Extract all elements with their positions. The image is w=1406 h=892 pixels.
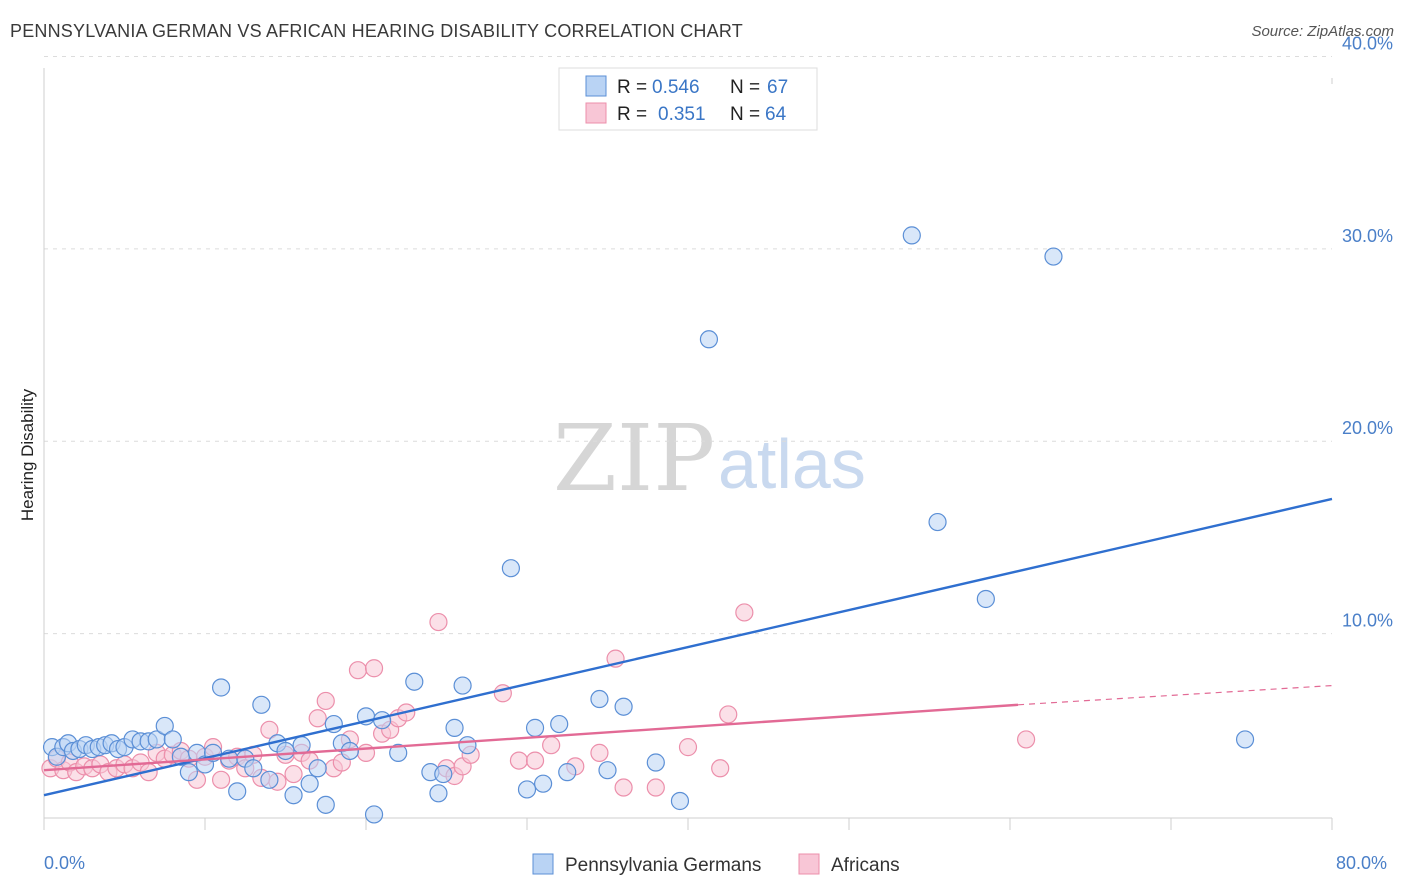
data-point: [260, 720, 279, 739]
chart-title: PENNSYLVANIA GERMAN VS AFRICAN HEARING D…: [10, 21, 743, 41]
data-point: [252, 695, 271, 714]
stats-r-label-2: R =: [617, 104, 647, 125]
y-tick-labels: 10.0% 20.0% 30.0% 40.0%: [1342, 33, 1393, 630]
data-point: [670, 791, 690, 811]
data-point: [646, 753, 665, 772]
trend-lines: [43, 497, 1333, 797]
stats-r-value-2: 0.351: [658, 104, 706, 125]
data-point: [316, 795, 335, 814]
data-point: [501, 559, 520, 578]
data-point: [458, 736, 477, 755]
data-point: [614, 778, 633, 797]
x-tick-label-min: 0.0%: [44, 853, 85, 873]
stats-r-value-1: 0.546: [652, 77, 700, 98]
legend-swatch-africans: [798, 853, 820, 875]
legend-swatch-pennsylvania-germans: [532, 853, 554, 875]
data-point: [509, 751, 529, 770]
data-point: [902, 226, 921, 245]
data-point: [590, 743, 609, 762]
data-point: [1044, 247, 1063, 266]
data-point: [646, 778, 665, 797]
data-point: [163, 730, 182, 749]
legend: Pennsylvania Germans Africans: [532, 853, 900, 876]
y-tick-label: 20.0%: [1342, 418, 1393, 438]
data-point: [260, 770, 279, 789]
y-tick-label: 40.0%: [1342, 33, 1393, 53]
trend-line-africans-extension: [1018, 684, 1333, 706]
data-point: [678, 738, 698, 757]
series-africans-points: [41, 603, 1036, 797]
data-point: [356, 743, 376, 762]
data-point: [735, 603, 754, 622]
data-point: [284, 786, 303, 805]
data-point: [445, 718, 464, 737]
data-point: [389, 743, 408, 762]
data-point: [1016, 730, 1036, 749]
data-point: [276, 741, 295, 761]
data-point: [155, 716, 174, 736]
data-point: [976, 589, 995, 609]
y-tick-label: 10.0%: [1342, 611, 1393, 631]
data-point: [699, 330, 719, 349]
data-point: [405, 672, 424, 691]
data-point: [316, 691, 335, 711]
data-point: [429, 784, 448, 803]
data-point: [308, 759, 327, 778]
data-point: [308, 709, 327, 728]
x-axis-ticks: [43, 818, 1333, 830]
data-point: [284, 764, 303, 784]
data-point: [550, 714, 569, 734]
data-point: [928, 512, 947, 532]
data-point: [373, 711, 392, 730]
data-point: [453, 676, 472, 695]
data-point: [212, 678, 231, 697]
data-point: [517, 780, 537, 799]
stats-n-value-2: 64: [765, 104, 787, 125]
data-point: [364, 659, 384, 678]
data-point: [228, 782, 247, 801]
gridlines: [44, 55, 1333, 635]
data-point: [300, 774, 319, 793]
data-point: [364, 805, 384, 824]
data-point: [614, 697, 633, 716]
watermark-atlas: atlas: [718, 425, 866, 503]
stats-r-label-1: R =: [617, 77, 647, 98]
stats-n-label-2: N =: [730, 104, 760, 125]
data-point: [348, 661, 368, 680]
data-point: [719, 705, 738, 724]
y-axis-label: Hearing Disability: [18, 388, 37, 521]
data-point: [533, 774, 553, 793]
data-point: [598, 761, 617, 780]
data-point: [590, 689, 609, 709]
legend-label-pennsylvania-germans: Pennsylvania Germans: [565, 855, 761, 876]
data-point: [179, 763, 198, 782]
chart-source: Source: ZipAtlas.com: [1251, 23, 1394, 40]
stats-n-value-1: 67: [767, 77, 788, 98]
x-tick-label-max: 80.0%: [1336, 853, 1387, 873]
data-point: [292, 736, 311, 755]
stats-swatch-pennsylvania-germans: [585, 75, 607, 97]
data-point: [212, 770, 231, 789]
data-point: [525, 751, 545, 770]
data-point: [429, 612, 448, 632]
trend-line-africans: [43, 703, 1019, 772]
stats-swatch-africans: [585, 102, 607, 124]
data-point: [525, 718, 545, 737]
data-point: [711, 759, 730, 778]
data-point: [558, 763, 577, 782]
data-point: [434, 764, 453, 784]
data-point: [1235, 730, 1255, 749]
trend-line-pennsylvania-germans: [43, 497, 1333, 797]
stats-n-label-1: N =: [730, 77, 760, 98]
watermark: ZIP atlas: [553, 405, 866, 512]
y-tick-label: 30.0%: [1342, 226, 1393, 246]
data-point: [542, 736, 561, 755]
legend-label-africans: Africans: [831, 855, 900, 876]
stats-box: R = 0.546 N = 67 R = 0.351 N = 64: [558, 67, 818, 131]
data-point: [244, 759, 263, 778]
series-pennsylvania-germans-points: [42, 226, 1255, 824]
watermark-zip: ZIP: [553, 405, 715, 512]
